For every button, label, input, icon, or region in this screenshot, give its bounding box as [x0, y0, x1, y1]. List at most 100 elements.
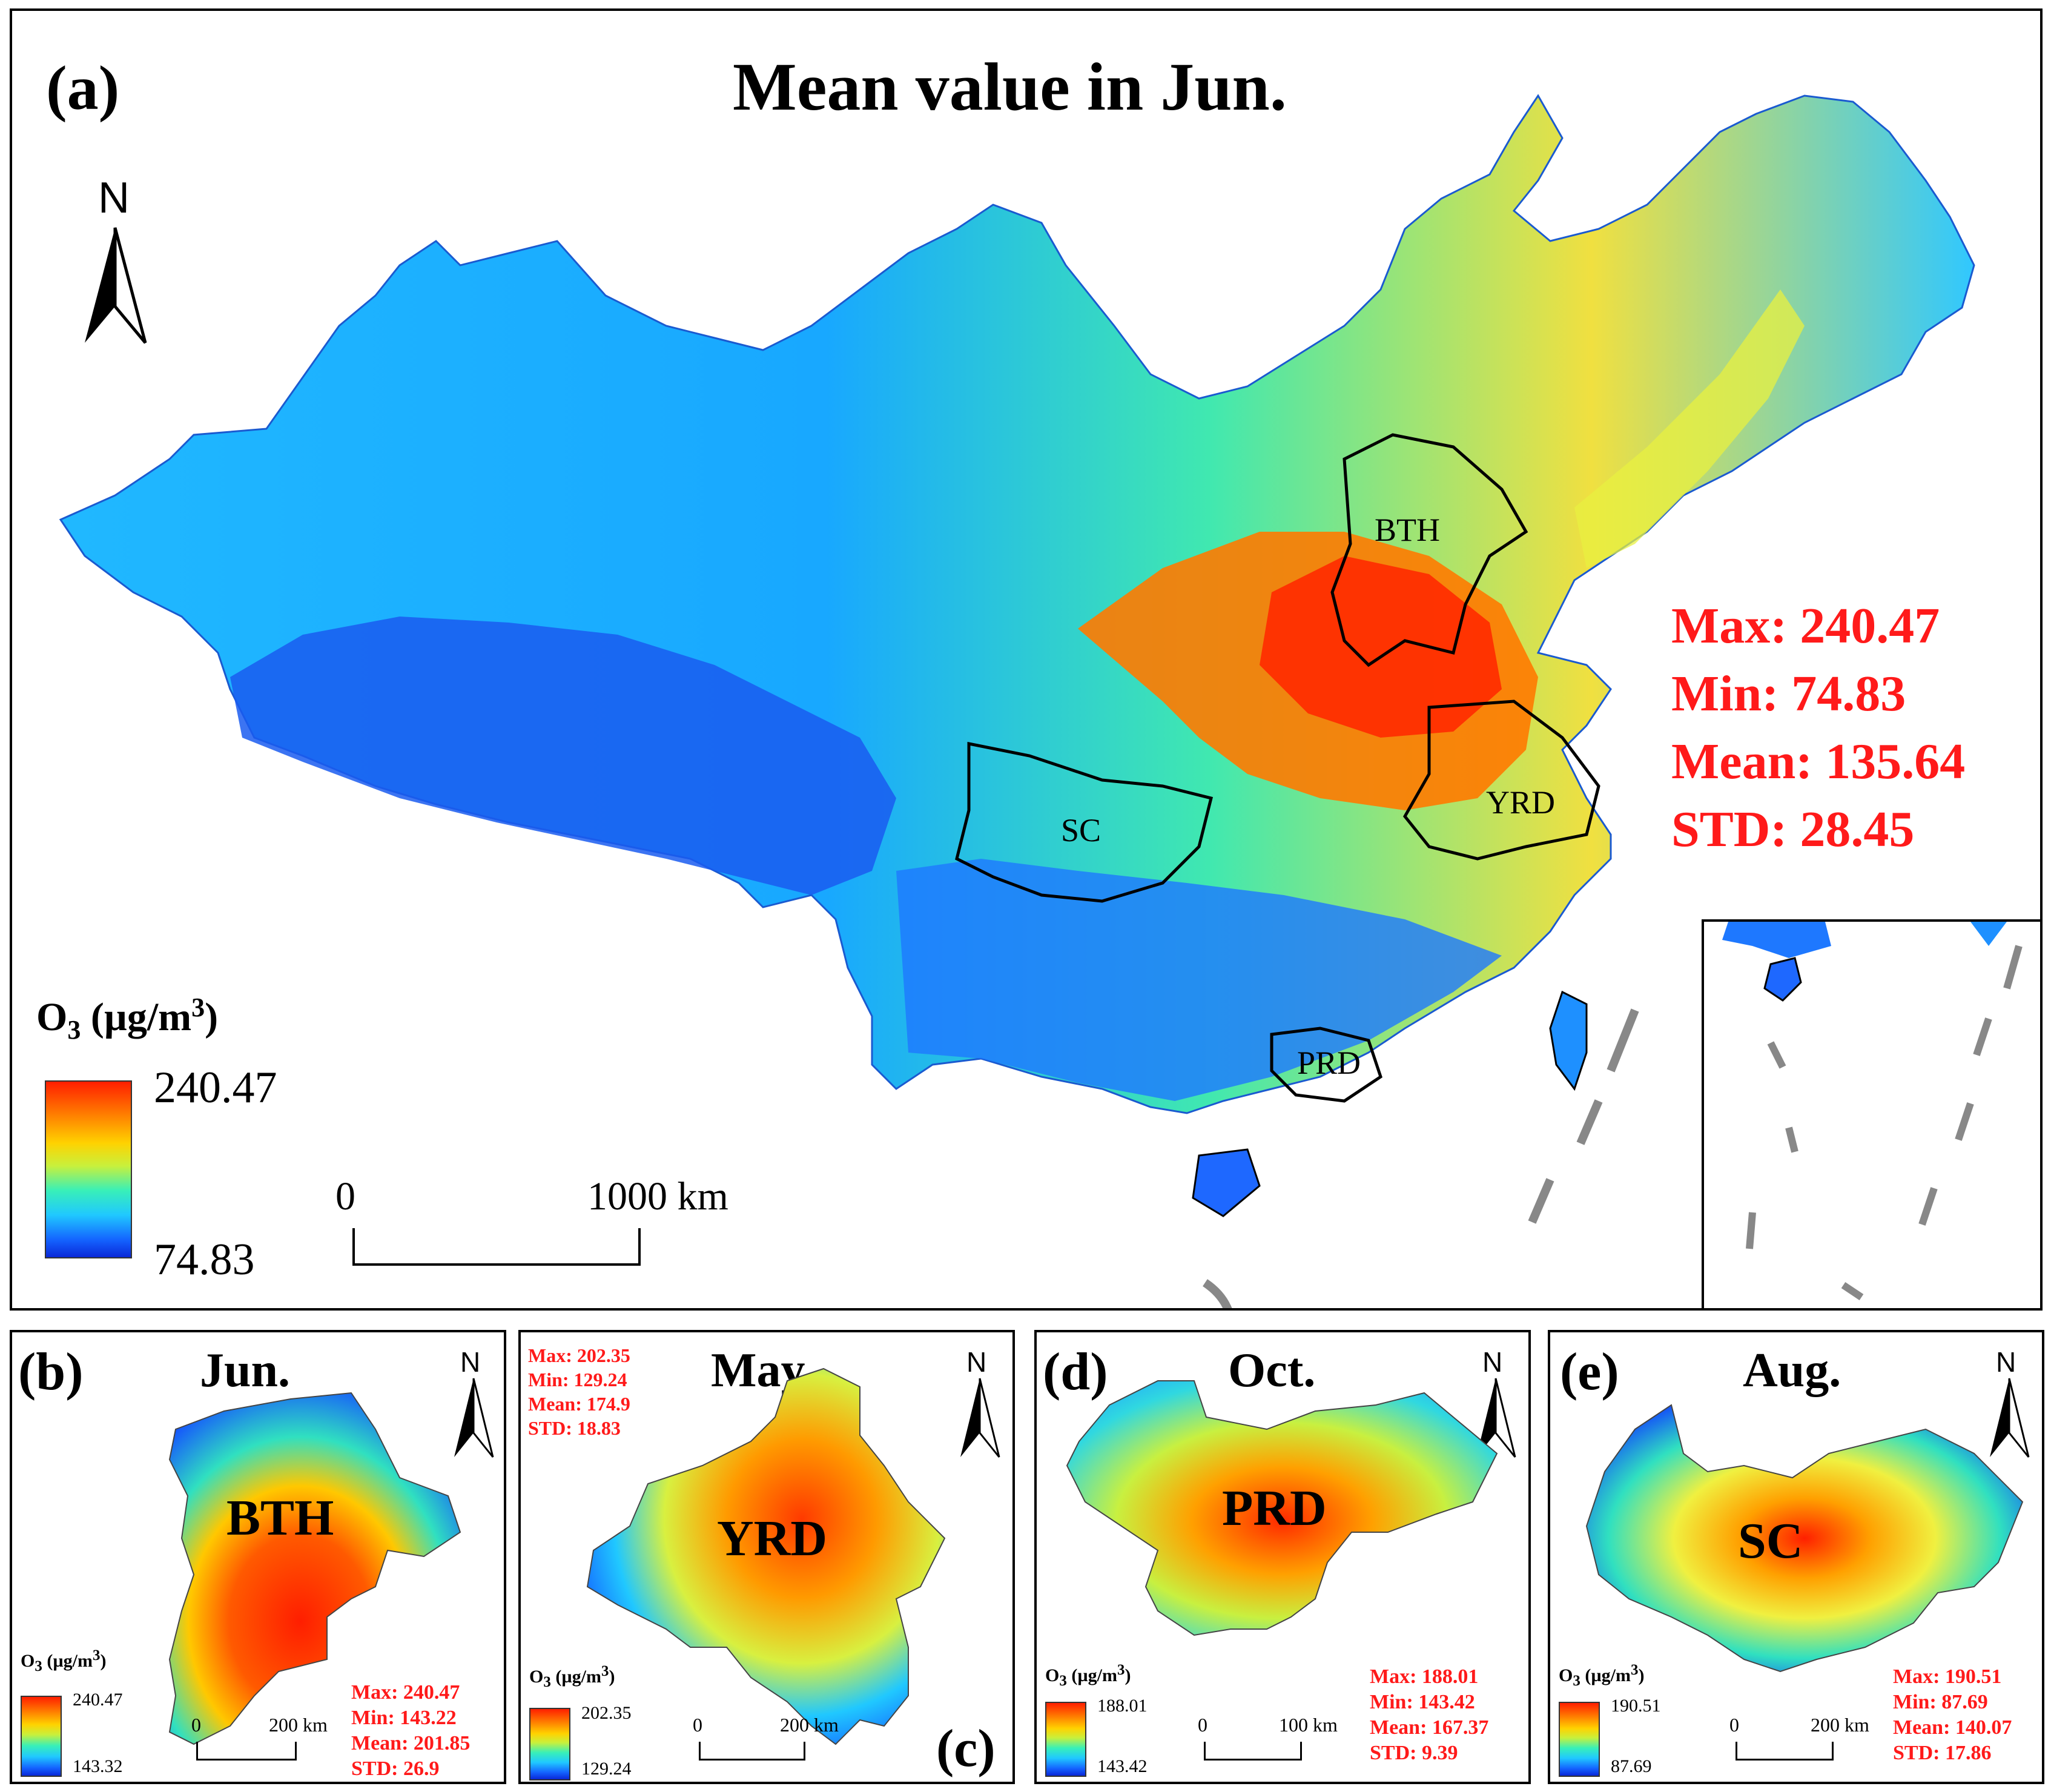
sub-scale-line — [196, 1742, 297, 1761]
stat-max: Max: 240.47 — [1671, 598, 1940, 654]
north-arrow-icon — [454, 1378, 494, 1458]
panel-label-c: (c) — [936, 1719, 996, 1778]
sub-scale-zero: 0 — [693, 1714, 702, 1736]
yrd-region-map — [586, 1367, 946, 1745]
stat-min: Min: 74.83 — [1671, 666, 1906, 722]
tibet-low-ozone — [230, 617, 896, 895]
south-china-low-ozone — [896, 859, 1502, 1101]
main-stats: Max: 240.47 Min: 74.83 Mean: 135.64 STD:… — [1671, 592, 1965, 864]
region-label-sc: SC — [1061, 812, 1101, 848]
north-arrow-icon — [960, 1378, 1000, 1458]
region-label-prd: PRD — [1297, 1045, 1361, 1081]
yrd-outline — [1402, 699, 1600, 861]
legend-max: 240.47 — [154, 1063, 277, 1113]
subpanel-region-label: SC — [1738, 1513, 1803, 1569]
north-arrow-icon — [85, 227, 147, 344]
legend-colorbar — [45, 1080, 132, 1258]
scale-line — [352, 1228, 641, 1266]
sub-scale-line — [1736, 1742, 1834, 1761]
subpanel-month: Jun. — [200, 1344, 290, 1397]
subpanel-region-label: BTH — [226, 1490, 334, 1546]
sub-legend-colorbar — [529, 1708, 570, 1780]
bth-region-map — [168, 1392, 461, 1745]
sub-scale-zero: 0 — [1198, 1714, 1207, 1736]
main-map-panel: (a) Mean value in Jun. N BTH — [10, 8, 2043, 1311]
subpanel-b: (b) Jun. N BTH O3 (µg/m3) 240.47 143.32 … — [10, 1330, 506, 1784]
subpanel-d: (d) Oct. N PRD O3 (µg/m3) 188.01 143.42 … — [1034, 1330, 1531, 1784]
panel-label-e: (e) — [1560, 1343, 1619, 1401]
region-label-yrd: YRD — [1486, 784, 1556, 821]
dash-line — [1528, 1178, 1554, 1224]
sub-stats: Max: 202.35 Min: 129.24 Mean: 174.9 STD: 1… — [528, 1344, 630, 1439]
sub-legend-min: 143.32 — [73, 1756, 123, 1776]
sub-legend-title: O3 (µg/m3) — [529, 1663, 615, 1690]
sub-legend-min: 87.69 — [1611, 1756, 1652, 1776]
subpanel-e: (e) Aug. N SC O3 (µg/m3) 190.51 87.69 0 … — [1548, 1330, 2044, 1784]
sub-legend-title: O3 (µg/m3) — [1045, 1662, 1131, 1689]
dash-line — [1576, 1099, 1603, 1145]
sub-scale-end: 100 km — [1279, 1714, 1338, 1736]
sub-scale-line — [1204, 1742, 1302, 1761]
sub-legend-max: 190.51 — [1611, 1696, 1661, 1716]
sub-legend-title: O3 (µg/m3) — [21, 1647, 107, 1675]
sub-stats: Max: 190.51 Min: 87.69 Mean: 140.07 STD: 1… — [1893, 1665, 2012, 1764]
sub-legend-title: O3 (µg/m3) — [1559, 1662, 1645, 1689]
subpanel-region-label: PRD — [1222, 1480, 1327, 1536]
sub-legend-min: 129.24 — [581, 1759, 632, 1779]
sub-legend-max: 240.47 — [73, 1690, 123, 1710]
taiwan-island — [1549, 990, 1588, 1091]
subpanel-region-label: YRD — [717, 1510, 827, 1567]
hainan-island — [1192, 1148, 1261, 1217]
prd-outline — [1270, 1027, 1382, 1103]
north-arrow-icon — [1990, 1378, 2030, 1458]
north-label: N — [1996, 1346, 2016, 1378]
sub-legend-colorbar — [1559, 1702, 1600, 1777]
sub-legend-colorbar — [21, 1696, 62, 1777]
main-scale-bar: 0 1000 km — [333, 1162, 728, 1283]
stat-std: STD: 28.45 — [1671, 801, 1915, 858]
dash-line — [1607, 1008, 1639, 1073]
subpanel-month: Aug. — [1743, 1344, 1841, 1397]
northeast-high-band — [1574, 289, 1805, 568]
stat-mean: Mean: 135.64 — [1671, 733, 1966, 790]
sub-legend-max: 202.35 — [581, 1703, 632, 1723]
north-label: N — [460, 1346, 481, 1378]
dash-line — [1203, 1279, 1232, 1308]
north-label: N — [98, 174, 130, 222]
legend-min: 74.83 — [154, 1235, 255, 1284]
north-label: N — [1482, 1346, 1503, 1378]
panel-label-d: (d) — [1043, 1343, 1108, 1401]
sub-scale-end: 200 km — [1811, 1714, 1869, 1736]
bth-outline — [1330, 433, 1528, 667]
sub-stats: Max: 188.01 Min: 143.42 Mean: 167.37 STD: … — [1370, 1665, 1489, 1764]
sub-scale-zero: 0 — [1729, 1714, 1739, 1736]
panel-label-b: (b) — [18, 1343, 84, 1401]
north-arrow-icon — [1476, 1378, 1516, 1458]
sub-scale-end: 200 km — [269, 1714, 328, 1736]
scale-zero: 0 — [335, 1174, 355, 1218]
main-legend: O3 (µg/m3) 240.47 74.83 — [36, 992, 339, 1284]
china-ozone-map — [59, 94, 1975, 1308]
sc-outline — [955, 741, 1214, 903]
north-china-core — [1260, 556, 1502, 738]
sub-scale-end: 200 km — [780, 1714, 839, 1736]
legend-title: O3 (µg/m3) — [36, 993, 219, 1045]
sub-scale-zero: 0 — [191, 1714, 201, 1736]
sub-legend-max: 188.01 — [1097, 1696, 1148, 1716]
panel-label-a: (a) — [46, 53, 120, 123]
subpanel-month: Oct. — [1228, 1344, 1316, 1397]
subpanel-c: Max: 202.35 Min: 129.24 Mean: 174.9 STD: 1… — [518, 1330, 1015, 1784]
south-china-sea-inset — [1702, 919, 2040, 1308]
sub-legend-min: 143.42 — [1097, 1756, 1148, 1776]
region-label-bth: BTH — [1375, 512, 1440, 548]
sub-scale-line — [699, 1742, 805, 1761]
main-title: Mean value in Jun. — [733, 50, 1287, 125]
prd-region-map — [1066, 1380, 1498, 1636]
sc-region-map — [1585, 1404, 2024, 1673]
scale-end: 1000 km — [587, 1174, 728, 1218]
north-label: N — [966, 1346, 987, 1378]
sub-legend-colorbar — [1045, 1702, 1086, 1777]
inset-map — [1722, 922, 2023, 1300]
china-outline — [59, 94, 1975, 1114]
north-arrow: N — [73, 173, 157, 355]
